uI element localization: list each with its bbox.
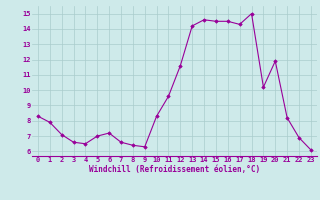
X-axis label: Windchill (Refroidissement éolien,°C): Windchill (Refroidissement éolien,°C) bbox=[89, 165, 260, 174]
